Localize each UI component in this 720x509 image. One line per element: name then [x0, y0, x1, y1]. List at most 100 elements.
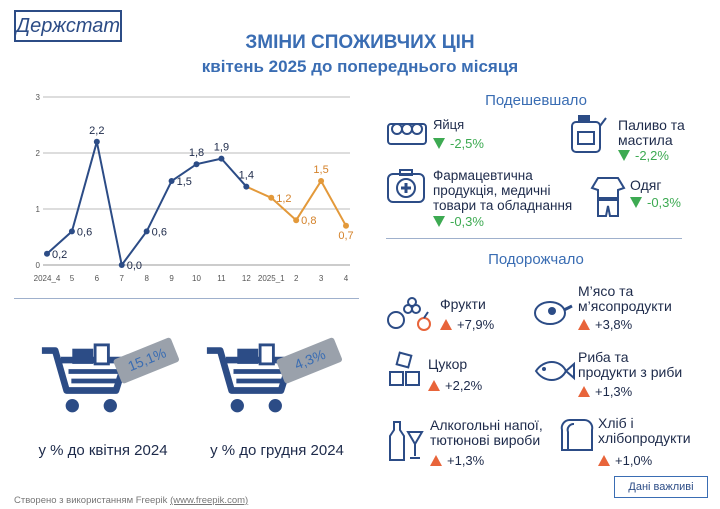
- caption: у % до квітня 2024: [38, 442, 168, 459]
- divider: [14, 298, 359, 299]
- x-tick-label: 6: [95, 274, 100, 283]
- icon: [389, 351, 420, 386]
- point: [168, 178, 175, 184]
- carts: 15,1% 4,3%: [0, 337, 343, 430]
- value-text: +3,8%: [595, 317, 633, 332]
- item-value: -0,3%: [630, 195, 681, 210]
- point: [243, 183, 250, 190]
- x-tick-label: 12: [242, 274, 251, 283]
- credit-text: Створено з використанням Freepik: [14, 495, 168, 506]
- value-text: -2,2%: [635, 148, 669, 163]
- series-line: [270, 179, 347, 227]
- icon: [534, 361, 575, 381]
- point: [143, 228, 150, 235]
- value-text: -0,3%: [647, 195, 681, 210]
- value-text: +7,9%: [457, 317, 495, 332]
- title: ЗМІНИ СПОЖИВЧИХ ЦІН: [245, 32, 475, 53]
- icon: [560, 419, 594, 451]
- item-label: Паливо та мастила: [618, 117, 685, 148]
- item-label: Хліб і хлібопродукти: [598, 415, 691, 446]
- value-text: +1,3%: [595, 384, 633, 399]
- point: [343, 222, 349, 229]
- item-value: -0,3%: [433, 214, 484, 229]
- point: [68, 228, 75, 235]
- divider: [386, 238, 682, 239]
- x-tick-label: 2024_4: [34, 274, 61, 283]
- subtitle: квітень 2025 до попереднього місяця: [201, 57, 519, 76]
- point: [268, 194, 275, 201]
- point: [93, 138, 100, 145]
- x-tick-label: 10: [192, 274, 201, 283]
- item-label: Фрукти: [440, 296, 486, 312]
- value-label: 0,6: [77, 226, 92, 238]
- credit-link[interactable]: (www.freepik.com): [170, 495, 249, 506]
- y-tick-label: 3: [36, 93, 41, 102]
- value-label: 0,8: [301, 215, 316, 227]
- item-label: Одяг: [630, 177, 662, 193]
- point: [218, 155, 225, 162]
- value-label: 0,7: [338, 230, 353, 242]
- x-tick-label: 8: [144, 274, 149, 283]
- value-label: 1,9: [214, 142, 229, 154]
- value-label: 1,4: [239, 170, 254, 182]
- value-label: 1,5: [177, 176, 192, 188]
- value-label: 0,2: [52, 249, 67, 261]
- point: [118, 262, 125, 268]
- value-text: +2,2%: [445, 378, 483, 393]
- section-title: Подешевшало: [485, 92, 587, 109]
- value-label: 1,8: [189, 147, 204, 159]
- point: [318, 178, 325, 184]
- value-text: -2,5%: [450, 136, 484, 151]
- item-label: Цукор: [428, 356, 468, 372]
- caption: у % до грудня 2024: [210, 442, 344, 459]
- value-label: 1,5: [313, 164, 328, 176]
- logo: Держстат: [14, 10, 122, 42]
- x-tick-label: 3: [319, 274, 324, 283]
- item-value: +1,3%: [578, 384, 632, 399]
- item-value: +7,9%: [440, 317, 494, 332]
- icon: [387, 123, 427, 145]
- item-label: Яйця: [433, 117, 465, 132]
- icon: [389, 421, 424, 461]
- x-tick-label: 11: [217, 274, 226, 283]
- x-tick-label: 2025_1: [258, 274, 285, 283]
- point: [44, 250, 50, 257]
- series-line: [46, 141, 248, 268]
- item-value: +3,8%: [578, 317, 632, 332]
- item-label: Алкогольні напої, тютюнові вироби: [430, 417, 543, 448]
- cart-icon: [207, 345, 291, 412]
- value-text: +1,3%: [447, 453, 485, 468]
- y-tick-label: 2: [36, 149, 41, 158]
- icon: [590, 177, 626, 217]
- cart-icon: [42, 345, 126, 412]
- item-label: Риба та продукти з риби: [578, 349, 683, 380]
- item-label: М’ясо та м’ясопродукти: [578, 283, 672, 314]
- x-tick-label: 5: [70, 274, 75, 283]
- item-value: +1,0%: [598, 453, 652, 468]
- item-value: +1,3%: [430, 453, 484, 468]
- button[interactable]: Дані важливі: [614, 476, 708, 498]
- x-tick-label: 4: [344, 274, 349, 283]
- item-value: -2,5%: [433, 136, 484, 151]
- x-tick-label: 7: [120, 274, 125, 283]
- point: [293, 217, 300, 224]
- icon: [571, 115, 607, 153]
- value-label: 0,0: [127, 260, 142, 272]
- x-tick-label: 2: [294, 274, 299, 283]
- item-label: Фармацевтична продукція, медичні товари …: [433, 168, 573, 213]
- y-tick-label: 1: [36, 205, 41, 214]
- icon: [387, 297, 431, 331]
- value-label: 2,2: [89, 125, 104, 137]
- value-text: -0,3%: [450, 214, 484, 229]
- point: [193, 161, 200, 168]
- value-text: +1,0%: [615, 453, 653, 468]
- credit: Створено з використанням Freepik (www.fr…: [14, 495, 248, 506]
- icon: [534, 301, 573, 325]
- price-tag: [113, 337, 180, 384]
- x-tick-label: 9: [169, 274, 174, 283]
- connector: [245, 185, 272, 199]
- item-value: +2,2%: [428, 378, 482, 393]
- y-tick-label: 0: [36, 261, 41, 270]
